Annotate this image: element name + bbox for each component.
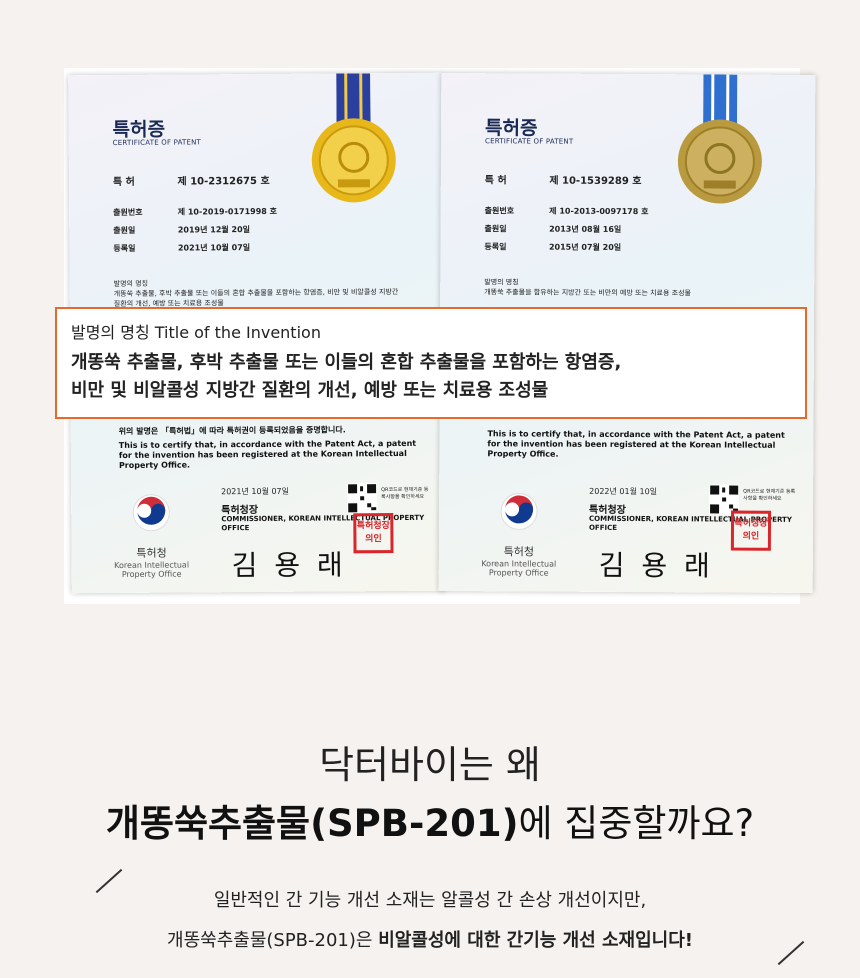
patent-number: 제 10-2312675 호 xyxy=(177,175,270,188)
filing-row: 출원일 2013년 08월 16일 xyxy=(485,223,785,236)
gold-seal-medal xyxy=(310,117,397,204)
section-heading-line-1: 닥터바이는 왜 xyxy=(319,743,541,787)
kipo-office-block: 특허청 Korean Intellectual Property Office xyxy=(469,491,569,578)
filing-date: 2013년 08월 16일 xyxy=(549,224,622,234)
body-line-1: 일반적인 간 기능 개선 소재는 알콜성 간 손상 개선이지만, xyxy=(213,890,647,911)
patent-certificate-left: 특허증 CERTIFICATE OF PATENT 특 허 제 10-23126… xyxy=(68,72,446,594)
issue-date: 2021년 10월 07일 xyxy=(221,486,290,497)
registration-label: 등록일 xyxy=(484,242,507,252)
issue-date: 2022년 01월 10일 xyxy=(589,486,658,497)
patent-certificate-right: 특허증 CERTIFICATE OF PATENT 특 허 제 10-15392… xyxy=(438,73,816,593)
patent-label: 특 허 xyxy=(484,175,507,187)
filing-label: 출원일 xyxy=(484,224,507,234)
callout-line-2: 비만 및 비알콜성 지방간 질환의 개선, 예방 또는 치료용 조성물 xyxy=(71,380,549,401)
certificate-subtitle: CERTIFICATE OF PATENT xyxy=(484,137,574,146)
patent-number-row: 특 허 제 10-2312675 호 xyxy=(113,171,413,188)
invention-name-block: 발명의 명칭 개똥쑥 추출물, 후박 추출물 또는 이들의 혼합 추출물을 포함… xyxy=(114,277,404,309)
callout-line-1: 개똥쑥 추출물, 후박 추출물 또는 이들의 혼합 추출물을 포함하는 항염증, xyxy=(71,352,622,373)
invention-text: 개똥쑥 추출물을 함유하는 지방간 또는 비만의 예방 또는 치료용 조성물 xyxy=(484,288,692,298)
commissioner-english: COMMISSIONER, KOREAN INTELLECTUAL PROPER… xyxy=(221,513,425,533)
invention-text: 개똥쑥 추출물, 후박 추출물 또는 이들의 혼합 추출물을 포함하는 항염증,… xyxy=(113,288,399,308)
signature: 김 용 래 xyxy=(231,548,347,583)
invention-name-block: 발명의 명칭 개똥쑥 추출물을 함유하는 지방간 또는 비만의 예방 또는 치료… xyxy=(484,277,774,299)
registration-label: 등록일 xyxy=(113,243,136,254)
application-row: 출원번호 제 10-2013-0097178 호 xyxy=(485,205,785,218)
red-seal-stamp: 특허청장의인 xyxy=(353,513,394,554)
body-line-2-plain: 개똥쑥추출물(SPB-201)은 xyxy=(167,930,379,951)
office-english: Korean Intellectual Property Office xyxy=(114,560,190,579)
application-number: 제 10-2019-0171998 호 xyxy=(177,206,278,217)
body-line-2-emphasis: 비알콜성에 대한 간기능 개선 소재입니다! xyxy=(378,930,693,951)
certificate-subtitle: CERTIFICATE OF PATENT xyxy=(112,138,202,148)
certify-statement: This is to certify that, in accordance w… xyxy=(487,425,787,461)
commissioner-block: 특허청장 COMMISSIONER, KOREAN INTELLECTUAL P… xyxy=(221,505,431,533)
kipo-office-block: 특허청 Korean Intellectual Property Office xyxy=(101,492,202,579)
office-korean: 특허청 xyxy=(136,546,167,560)
office-korean: 특허청 xyxy=(503,545,535,559)
signature: 김 용 래 xyxy=(598,548,714,583)
qr-code-icon xyxy=(709,484,740,515)
application-number: 제 10-2013-0097178 호 xyxy=(549,206,649,217)
body-line-2: 개똥쑥추출물(SPB-201)은 비알콜성에 대한 간기능 개선 소재입니다! xyxy=(0,926,860,952)
invention-title-callout: 발명의 명칭 Title of the Invention 개똥쑥 추출물, 후… xyxy=(55,307,807,419)
certify-english: This is to certify that, in accordance w… xyxy=(487,429,785,459)
registration-row: 등록일 2021년 10월 07일 xyxy=(113,241,413,254)
patent-label: 특 허 xyxy=(112,176,135,189)
filing-date: 2019년 12월 20일 xyxy=(177,225,251,235)
callout-label: 발명의 명칭 Title of the Invention xyxy=(71,323,321,342)
qr-caption: QR코드로 현재기준 등록사항을 확인하세요 xyxy=(743,488,796,502)
filing-row: 출원일 2019년 12월 20일 xyxy=(113,223,413,236)
qr-code-icon xyxy=(347,483,378,514)
registration-row: 등록일 2015년 07월 20일 xyxy=(484,241,784,254)
certify-statement: 위의 발명은 「특허법」에 따라 특허권이 등록되었음을 증명합니다. This… xyxy=(119,425,419,471)
gold-seal-medal xyxy=(677,118,763,204)
application-row: 출원번호 제 10-2019-0171998 호 xyxy=(113,205,413,218)
application-label: 출원번호 xyxy=(113,207,143,218)
red-seal-stamp: 특허청장의인 xyxy=(730,510,772,551)
certify-english: This is to certify that, in accordance w… xyxy=(118,438,417,470)
section-heading-line-2: 개똥쑥추출물(SPB-201)에 집중할까요? xyxy=(0,793,860,847)
filing-label: 출원일 xyxy=(113,225,136,236)
patent-number-row: 특 허 제 10-1539289 호 xyxy=(485,171,785,188)
registration-date: 2021년 10월 07일 xyxy=(177,243,251,253)
kipo-logo-icon xyxy=(500,492,538,530)
certify-korean: 위의 발명은 「특허법」에 따라 특허권이 등록되었음을 증명합니다. xyxy=(118,425,346,436)
patent-number: 제 10-1539289 호 xyxy=(549,175,642,188)
registration-date: 2015년 07월 20일 xyxy=(548,242,622,252)
application-label: 출원번호 xyxy=(484,206,515,216)
heading-question: 에 집중할까요? xyxy=(518,802,755,845)
kipo-logo-icon xyxy=(132,494,170,532)
qr-caption: QR코드로 현재기준 등록사항을 확인하세요 xyxy=(381,486,429,501)
office-english: Korean Intellectual Property Office xyxy=(481,559,557,578)
heading-product-name: 개똥쑥추출물(SPB-201) xyxy=(105,802,519,845)
